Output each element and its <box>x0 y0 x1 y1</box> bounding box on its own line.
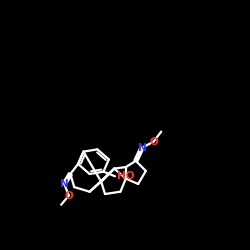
Text: O: O <box>64 190 73 200</box>
Text: N: N <box>138 143 146 153</box>
Text: O: O <box>149 137 158 147</box>
Text: N: N <box>60 179 68 189</box>
Text: HO: HO <box>116 171 134 181</box>
